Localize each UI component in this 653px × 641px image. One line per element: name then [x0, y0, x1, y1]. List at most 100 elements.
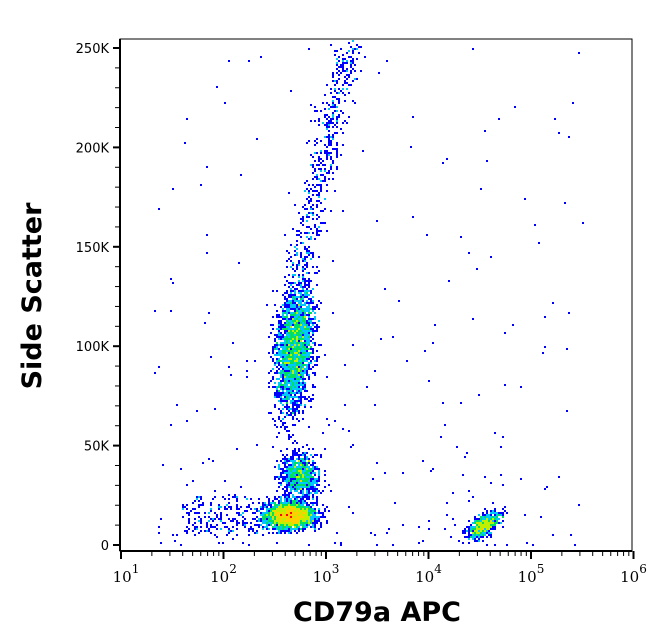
density-dot	[210, 526, 212, 528]
density-dot	[304, 496, 306, 498]
density-dot	[290, 382, 292, 384]
density-dot	[300, 482, 302, 484]
density-dot	[192, 508, 194, 510]
density-dot	[460, 236, 462, 238]
density-dot	[304, 526, 306, 528]
density-dot	[274, 394, 276, 396]
density-dot	[308, 522, 310, 524]
density-dot	[278, 384, 280, 386]
density-dot	[476, 528, 478, 530]
density-dot	[312, 204, 314, 206]
density-dot	[308, 192, 310, 194]
density-dot	[566, 410, 568, 412]
density-dot	[300, 252, 302, 254]
density-dot	[334, 104, 336, 106]
y-tick-label: 250K	[76, 42, 110, 57]
density-dot	[332, 172, 334, 174]
density-dot	[326, 230, 328, 232]
density-dot	[290, 500, 292, 502]
density-dot	[272, 446, 274, 448]
density-dot	[282, 478, 284, 480]
density-dot	[302, 530, 304, 532]
density-dot	[314, 466, 316, 468]
density-dot	[326, 152, 328, 154]
density-dot	[296, 472, 298, 474]
density-dot	[278, 518, 280, 520]
density-dot	[310, 120, 312, 122]
density-dot	[326, 126, 328, 128]
density-dot	[272, 348, 274, 350]
density-dot	[272, 346, 274, 348]
density-dot	[282, 368, 284, 370]
density-dot	[292, 336, 294, 338]
density-dot	[288, 346, 290, 348]
density-dot	[274, 304, 276, 306]
density-dot	[260, 518, 262, 520]
density-dot	[310, 492, 312, 494]
density-dot	[306, 248, 308, 250]
density-dot	[304, 510, 306, 512]
density-dot	[316, 350, 318, 352]
density-dot	[288, 366, 290, 368]
density-dot	[288, 286, 290, 288]
density-dot	[334, 420, 336, 422]
density-dot	[310, 472, 312, 474]
density-dot	[314, 306, 316, 308]
density-dot	[306, 510, 308, 512]
density-dot	[290, 464, 292, 466]
density-dot	[294, 310, 296, 312]
density-dot	[282, 352, 284, 354]
density-dot	[286, 430, 288, 432]
density-dot	[296, 470, 298, 472]
density-dot	[196, 498, 198, 500]
density-dot	[308, 368, 310, 370]
density-dot	[200, 530, 202, 532]
density-dot	[184, 530, 186, 532]
density-dot	[334, 132, 336, 134]
density-dot	[300, 466, 302, 468]
density-dot	[304, 248, 306, 250]
density-dot	[154, 372, 156, 374]
density-dot	[314, 478, 316, 480]
density-dot	[280, 530, 282, 532]
density-dot	[274, 372, 276, 374]
density-dot	[302, 454, 304, 456]
density-dot	[314, 190, 316, 192]
density-dot	[402, 472, 404, 474]
density-dot	[294, 488, 296, 490]
density-dot	[288, 480, 290, 482]
density-dot	[292, 400, 294, 402]
density-dot	[302, 356, 304, 358]
density-dot	[300, 322, 302, 324]
density-dot	[276, 506, 278, 508]
density-dot	[306, 344, 308, 346]
density-dot	[334, 106, 336, 108]
density-dot	[336, 532, 338, 534]
density-dot	[206, 526, 208, 528]
density-dot	[302, 274, 304, 276]
density-dot	[288, 472, 290, 474]
density-dot	[300, 476, 302, 478]
density-dot	[284, 322, 286, 324]
density-dot	[304, 328, 306, 330]
density-dot	[320, 344, 322, 346]
density-dot	[302, 466, 304, 468]
density-dot	[284, 510, 286, 512]
density-dot	[290, 522, 292, 524]
density-dot	[472, 534, 474, 536]
density-dot	[342, 64, 344, 66]
density-dot	[360, 46, 362, 48]
density-dot	[284, 532, 286, 534]
density-dot	[294, 460, 296, 462]
density-dot	[222, 542, 224, 544]
density-dot	[318, 484, 320, 486]
density-dot	[278, 486, 280, 488]
density-dot	[300, 492, 302, 494]
density-dot	[280, 326, 282, 328]
density-dot	[304, 334, 306, 336]
density-dot	[300, 486, 302, 488]
density-dot	[182, 504, 184, 506]
density-dot	[298, 400, 300, 402]
density-dot	[334, 110, 336, 112]
density-dot	[476, 268, 478, 270]
